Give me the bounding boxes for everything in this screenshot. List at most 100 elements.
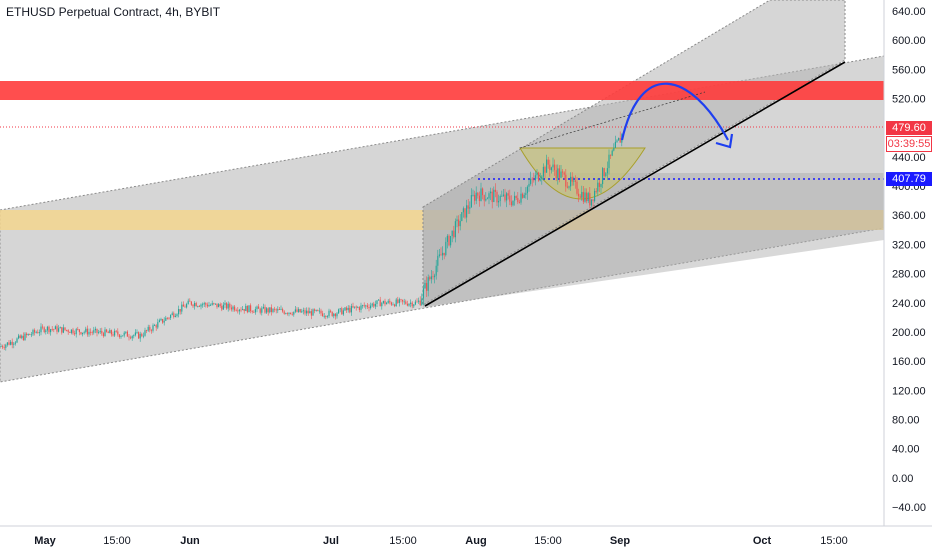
candle-body [251, 311, 253, 312]
candle-body [571, 176, 573, 182]
projection-arrowhead [715, 133, 734, 149]
candle-body [480, 188, 482, 201]
candle-body [131, 336, 133, 339]
chart-foreground [424, 61, 846, 307]
candle-body [54, 326, 56, 330]
candle-body [461, 212, 463, 221]
candle-body [192, 304, 194, 307]
candle-body [280, 309, 282, 310]
candle-body [421, 298, 423, 306]
candle-body [358, 307, 360, 310]
candle-body [18, 335, 20, 339]
candle-body [469, 207, 471, 209]
y-tick-label: 280.00 [892, 269, 926, 281]
candle-body [72, 329, 74, 334]
candle-body [155, 325, 157, 328]
candle-body [584, 192, 586, 202]
candle-body [491, 191, 493, 203]
candle-body [530, 178, 532, 184]
candle-body [96, 328, 98, 333]
candle-body [565, 174, 567, 187]
candle-body [603, 168, 605, 177]
candle-body [419, 300, 421, 306]
candle-body [363, 305, 365, 307]
candle-body [189, 300, 191, 302]
candle-body [214, 303, 216, 305]
candle-body [136, 332, 138, 333]
candle-body [514, 195, 516, 201]
candle-body [298, 309, 300, 312]
candle-body [440, 254, 442, 256]
candle-body [405, 301, 407, 304]
candle-body [294, 309, 296, 312]
candle-body [246, 305, 248, 313]
candle-body [125, 331, 127, 333]
candle-body [485, 198, 487, 201]
candle-body [608, 154, 610, 169]
candle-body [531, 178, 533, 180]
candle-body [538, 172, 540, 181]
candle-body [354, 306, 356, 308]
candle-body [416, 301, 418, 303]
candle-body [352, 306, 354, 308]
candle-body [522, 193, 524, 198]
candle-body [3, 347, 5, 349]
candle-body [402, 299, 404, 302]
candle-body [184, 306, 186, 308]
candle-body [390, 302, 392, 305]
candle-body [427, 277, 429, 291]
y-tick-label: 600.00 [892, 35, 926, 47]
candle-body [109, 330, 111, 334]
candle-body [221, 305, 223, 310]
candle-body [600, 184, 602, 187]
candle-body [376, 300, 378, 305]
candle-body [277, 309, 279, 311]
candle-body [286, 313, 288, 315]
candle-body [301, 311, 303, 313]
candle-body [304, 310, 306, 314]
candle-body [67, 330, 69, 333]
candle-body [512, 200, 514, 206]
candle-body [426, 282, 428, 291]
x-tick-label: May [34, 535, 56, 547]
y-tick-label: 160.00 [892, 356, 926, 368]
candle-body [347, 307, 349, 311]
candle-body [70, 329, 72, 333]
candle-body [454, 221, 456, 238]
candle-body [310, 311, 312, 316]
candle-body [226, 303, 228, 309]
candle-body [488, 193, 490, 199]
candle-body [333, 313, 335, 317]
candle-body [314, 309, 316, 311]
candle-body [106, 329, 108, 332]
candle-body [576, 181, 578, 194]
candle-body [498, 200, 500, 203]
x-axis[interactable]: May 15:00 Jun Jul 15:00 Aug 15:00 Sep Oct 15:00 [34, 535, 847, 547]
x-tick-label: Sep [610, 535, 630, 547]
candle-body [174, 315, 176, 317]
y-tick-label: 40.00 [892, 444, 920, 456]
y-axis[interactable]: 640.00600.00560.00520.00480.00440.00400.… [892, 6, 926, 514]
candle-body [315, 309, 317, 311]
candle-body [62, 327, 64, 333]
candle-body [179, 309, 181, 312]
candle-body [86, 328, 88, 335]
candle-body [490, 191, 492, 194]
candle-body [8, 342, 10, 345]
candle-body [245, 305, 247, 312]
y-tick-label: 360.00 [892, 210, 926, 222]
candle-body [258, 306, 260, 309]
candle-body [234, 306, 236, 311]
candle-body [123, 332, 125, 336]
candle-body [93, 330, 95, 333]
candle-body [618, 137, 620, 141]
candle-body [282, 309, 284, 312]
candle-body [216, 303, 218, 308]
candle-body [30, 334, 32, 336]
candle-body [45, 330, 47, 333]
candle-body [438, 254, 440, 256]
candle-body [477, 192, 479, 196]
candle-body [218, 304, 220, 308]
candle-body [19, 335, 21, 339]
